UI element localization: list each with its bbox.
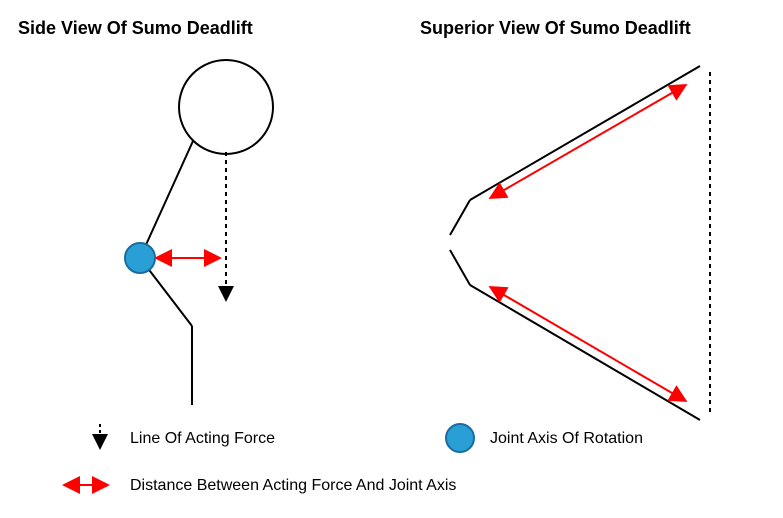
superior-view-group [450, 66, 710, 420]
distance-arrow-sup-lower [492, 288, 684, 400]
legend-joint-icon [446, 424, 474, 452]
joint-axis-circle [125, 243, 155, 273]
sup-lower-leg [470, 285, 700, 420]
diagram-svg [0, 0, 783, 518]
legend-distance-label: Distance Between Acting Force And Joint … [130, 477, 456, 495]
torso-line [140, 141, 193, 258]
head-circle [179, 60, 273, 154]
legend-force-label: Line Of Acting Force [130, 430, 275, 448]
sup-mid-lower [450, 250, 470, 285]
legend-joint-label: Joint Axis Of Rotation [490, 430, 643, 448]
side-view-group [125, 60, 273, 405]
sup-upper-leg [470, 66, 700, 200]
distance-arrow-sup-upper [492, 86, 684, 197]
sup-mid-upper [450, 200, 470, 235]
